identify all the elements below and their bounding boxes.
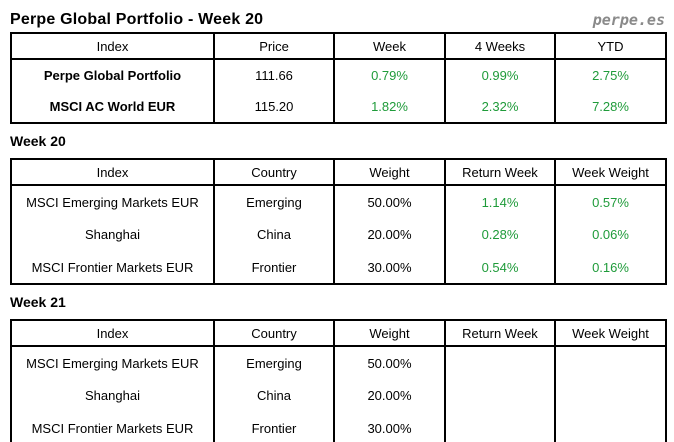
- return-week-cell: 0.54%: [444, 251, 556, 284]
- index-cell: MSCI AC World EUR: [10, 91, 215, 123]
- week-weight-cell: [554, 379, 667, 412]
- table-row: MSCI Frontier Markets EUR Frontier 30.00…: [10, 412, 667, 442]
- week20-header-row: Index Country Weight Return Week Week We…: [10, 159, 667, 185]
- index-cell: Shanghai: [10, 379, 215, 412]
- index-cell: MSCI Emerging Markets EUR: [10, 346, 215, 379]
- week21-header-row: Index Country Weight Return Week Week We…: [10, 320, 667, 346]
- header-week: Week: [333, 33, 446, 59]
- header-index: Index: [10, 33, 215, 59]
- country-cell: Emerging: [213, 185, 335, 218]
- table-row: Shanghai China 20.00%: [10, 379, 667, 412]
- ytd-cell: 7.28%: [554, 91, 667, 123]
- perpe-logo[interactable]: perpe.es: [592, 11, 665, 29]
- summary-header-row: Index Price Week 4 Weeks YTD: [10, 33, 667, 59]
- weight-cell: 30.00%: [333, 251, 446, 284]
- index-cell: Perpe Global Portfolio: [10, 59, 215, 91]
- header-index: Index: [10, 159, 215, 185]
- return-week-cell: 0.28%: [444, 218, 556, 251]
- week21-table: Index Country Weight Return Week Week We…: [10, 319, 667, 442]
- header-weight: Weight: [333, 320, 446, 346]
- country-cell: China: [213, 379, 335, 412]
- header-weight: Weight: [333, 159, 446, 185]
- week-cell: 0.79%: [333, 59, 446, 91]
- table-row: Shanghai China 20.00% 0.28% 0.06%: [10, 218, 667, 251]
- country-cell: China: [213, 218, 335, 251]
- week-cell: 1.82%: [333, 91, 446, 123]
- index-cell: Shanghai: [10, 218, 215, 251]
- header-price: Price: [213, 33, 335, 59]
- week-weight-cell: [554, 412, 667, 442]
- week-weight-cell: 0.57%: [554, 185, 667, 218]
- index-cell: MSCI Emerging Markets EUR: [10, 185, 215, 218]
- return-week-cell: 1.14%: [444, 185, 556, 218]
- report-header: Perpe Global Portfolio - Week 20 perpe.e…: [10, 5, 665, 29]
- week-weight-cell: 0.16%: [554, 251, 667, 284]
- table-row: MSCI Emerging Markets EUR Emerging 50.00…: [10, 185, 667, 218]
- table-row: Perpe Global Portfolio 111.66 0.79% 0.99…: [10, 59, 667, 91]
- country-cell: Frontier: [213, 412, 335, 442]
- country-cell: Frontier: [213, 251, 335, 284]
- weight-cell: 20.00%: [333, 379, 446, 412]
- header-return-week: Return Week: [444, 320, 556, 346]
- week21-heading: Week 21: [10, 294, 66, 310]
- return-week-cell: [444, 379, 556, 412]
- country-cell: Emerging: [213, 346, 335, 379]
- return-week-cell: [444, 346, 556, 379]
- weight-cell: 50.00%: [333, 346, 446, 379]
- weight-cell: 20.00%: [333, 218, 446, 251]
- week20-heading: Week 20: [10, 133, 66, 149]
- price-cell: 115.20: [213, 91, 335, 123]
- header-week-weight: Week Weight: [554, 320, 667, 346]
- table-row: MSCI Emerging Markets EUR Emerging 50.00…: [10, 346, 667, 379]
- price-cell: 111.66: [213, 59, 335, 91]
- summary-table: Index Price Week 4 Weeks YTD Perpe Globa…: [10, 32, 667, 124]
- header-ytd: YTD: [554, 33, 667, 59]
- week-weight-cell: [554, 346, 667, 379]
- weight-cell: 50.00%: [333, 185, 446, 218]
- table-row: MSCI Frontier Markets EUR Frontier 30.00…: [10, 251, 667, 284]
- 4weeks-cell: 2.32%: [444, 91, 556, 123]
- header-country: Country: [213, 159, 335, 185]
- week-weight-cell: 0.06%: [554, 218, 667, 251]
- index-cell: MSCI Frontier Markets EUR: [10, 251, 215, 284]
- week20-table: Index Country Weight Return Week Week We…: [10, 158, 667, 285]
- return-week-cell: [444, 412, 556, 442]
- header-return-week: Return Week: [444, 159, 556, 185]
- header-index: Index: [10, 320, 215, 346]
- ytd-cell: 2.75%: [554, 59, 667, 91]
- weight-cell: 30.00%: [333, 412, 446, 442]
- header-4weeks: 4 Weeks: [444, 33, 556, 59]
- header-week-weight: Week Weight: [554, 159, 667, 185]
- index-cell: MSCI Frontier Markets EUR: [10, 412, 215, 442]
- header-country: Country: [213, 320, 335, 346]
- page-title: Perpe Global Portfolio - Week 20: [10, 11, 264, 28]
- 4weeks-cell: 0.99%: [444, 59, 556, 91]
- table-row: MSCI AC World EUR 115.20 1.82% 2.32% 7.2…: [10, 91, 667, 123]
